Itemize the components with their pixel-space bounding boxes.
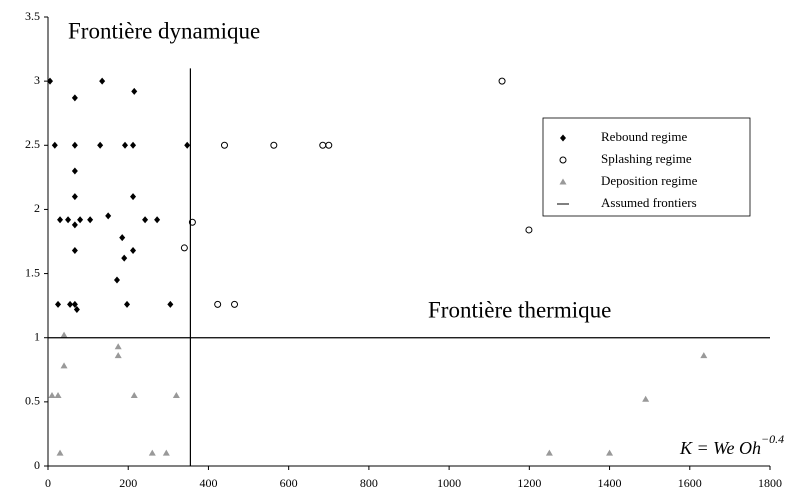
point [114, 343, 122, 350]
point [231, 300, 239, 308]
point [71, 300, 78, 308]
point [130, 246, 137, 254]
legend-swatch [560, 134, 566, 142]
x-tick-label: 1400 [598, 476, 622, 490]
point [99, 77, 106, 85]
x-tick-label: 600 [280, 476, 298, 490]
point [119, 234, 126, 242]
point [180, 244, 188, 252]
y-tick-label: 1 [34, 329, 40, 343]
point [142, 216, 149, 224]
y-tick-label: 2.5 [25, 137, 40, 151]
point [97, 141, 104, 149]
y-tick-label: 0.5 [25, 394, 40, 408]
legend-label: Assumed frontiers [601, 195, 697, 210]
y-tick-label: 2 [34, 201, 40, 215]
point [51, 141, 58, 149]
x-tick-label: 200 [119, 476, 137, 490]
point [131, 87, 138, 95]
point [525, 226, 533, 234]
y-tick-label: 3 [34, 73, 40, 87]
legend-label: Splashing regime [601, 151, 692, 166]
point [47, 77, 54, 85]
point [325, 141, 333, 149]
point [122, 141, 129, 149]
point [545, 449, 553, 456]
point [65, 216, 72, 224]
legend-label: Deposition regime [601, 173, 698, 188]
x-tick-label: 0 [45, 476, 51, 490]
y-tick-label: 1.5 [25, 265, 40, 279]
point [220, 141, 228, 149]
point [130, 141, 137, 149]
x-tick-label: 1600 [678, 476, 702, 490]
point [77, 216, 84, 224]
point [57, 216, 64, 224]
point [73, 305, 80, 313]
x-tick-label: 800 [360, 476, 378, 490]
point [124, 300, 131, 308]
point [71, 141, 78, 149]
point [270, 141, 278, 149]
point [55, 300, 62, 308]
point [130, 193, 137, 201]
point [87, 216, 94, 224]
point [642, 395, 650, 402]
point [71, 193, 78, 201]
point [56, 449, 64, 456]
point [121, 254, 128, 262]
point [54, 391, 62, 398]
point [67, 300, 74, 308]
point [71, 167, 78, 175]
point [700, 352, 708, 359]
point [71, 94, 78, 102]
point [498, 77, 506, 85]
point [167, 300, 174, 308]
point [214, 300, 222, 308]
point [319, 141, 327, 149]
point [114, 352, 122, 359]
x-axis-label-exponent: −0.4 [761, 432, 784, 446]
legend-box [542, 117, 751, 217]
x-axis-label-text: K = We Oh [679, 438, 761, 458]
x-tick-label: 400 [199, 476, 217, 490]
annotation: Frontière dynamique [68, 18, 260, 43]
point [105, 212, 112, 220]
y-tick-label: 0 [34, 458, 40, 472]
point [184, 141, 191, 149]
point [48, 391, 56, 398]
legend-swatch [559, 156, 567, 164]
point [130, 391, 138, 398]
point [113, 276, 120, 284]
point [162, 449, 170, 456]
point [60, 331, 68, 338]
legend-swatch [559, 178, 567, 185]
x-tick-label: 1200 [517, 476, 541, 490]
legend-label: Rebound regime [601, 129, 688, 144]
x-axis-label: K = We Oh−0.4 [679, 432, 784, 458]
point [172, 391, 180, 398]
point [71, 221, 78, 229]
point [60, 362, 68, 369]
x-tick-label: 1800 [758, 476, 782, 490]
x-tick-label: 1000 [437, 476, 461, 490]
point [148, 449, 156, 456]
point [606, 449, 614, 456]
point [71, 246, 78, 254]
point [188, 218, 196, 226]
y-tick-label: 3.5 [25, 9, 40, 23]
annotation: Frontière thermique [428, 297, 611, 322]
point [154, 216, 161, 224]
